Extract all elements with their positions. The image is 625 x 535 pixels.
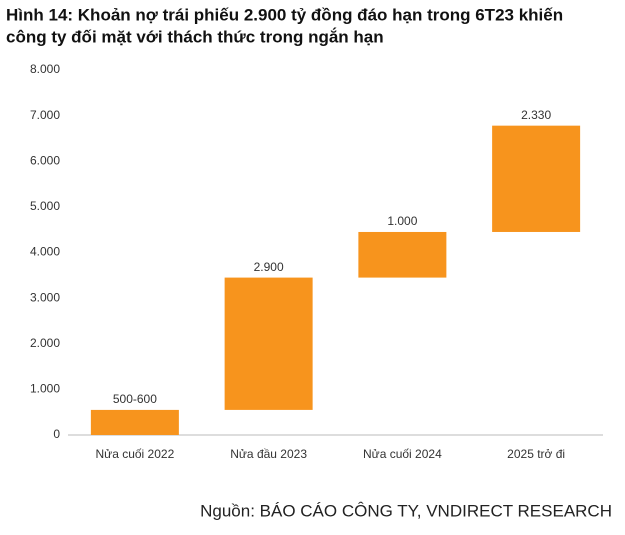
x-tick-label: 2025 trở đi (507, 447, 565, 461)
x-tick-label: Nửa cuối 2022 (96, 447, 175, 461)
data-label: 500-600 (113, 392, 157, 406)
x-tick-label: Nửa đầu 2023 (230, 447, 307, 461)
y-tick-label: 7.000 (30, 108, 60, 122)
source: Nguồn: BÁO CÁO CÔNG TY, VNDIRECT RESEARC… (200, 501, 612, 520)
data-label: 2.900 (254, 260, 284, 274)
bar (224, 277, 313, 410)
y-tick-label: 6.000 (30, 153, 60, 167)
y-tick-label: 5.000 (30, 199, 60, 213)
y-tick-label: 2.000 (30, 336, 60, 350)
y-tick-label: 0 (53, 427, 60, 441)
bar (90, 409, 179, 435)
y-tick-label: 8.000 (30, 62, 60, 76)
chart-title: công ty đối mặt với thách thức trong ngắ… (6, 27, 384, 46)
y-tick-label: 1.000 (30, 382, 60, 396)
bar (358, 231, 447, 278)
y-tick-label: 4.000 (30, 245, 60, 259)
bar (492, 125, 581, 232)
data-label: 1.000 (387, 214, 417, 228)
data-label: 2.330 (521, 108, 551, 122)
x-tick-label: Nửa cuối 2024 (363, 447, 442, 461)
chart-title: Hình 14: Khoản nợ trái phiếu 2.900 tỷ đồ… (6, 5, 563, 24)
y-tick-label: 3.000 (30, 290, 60, 304)
